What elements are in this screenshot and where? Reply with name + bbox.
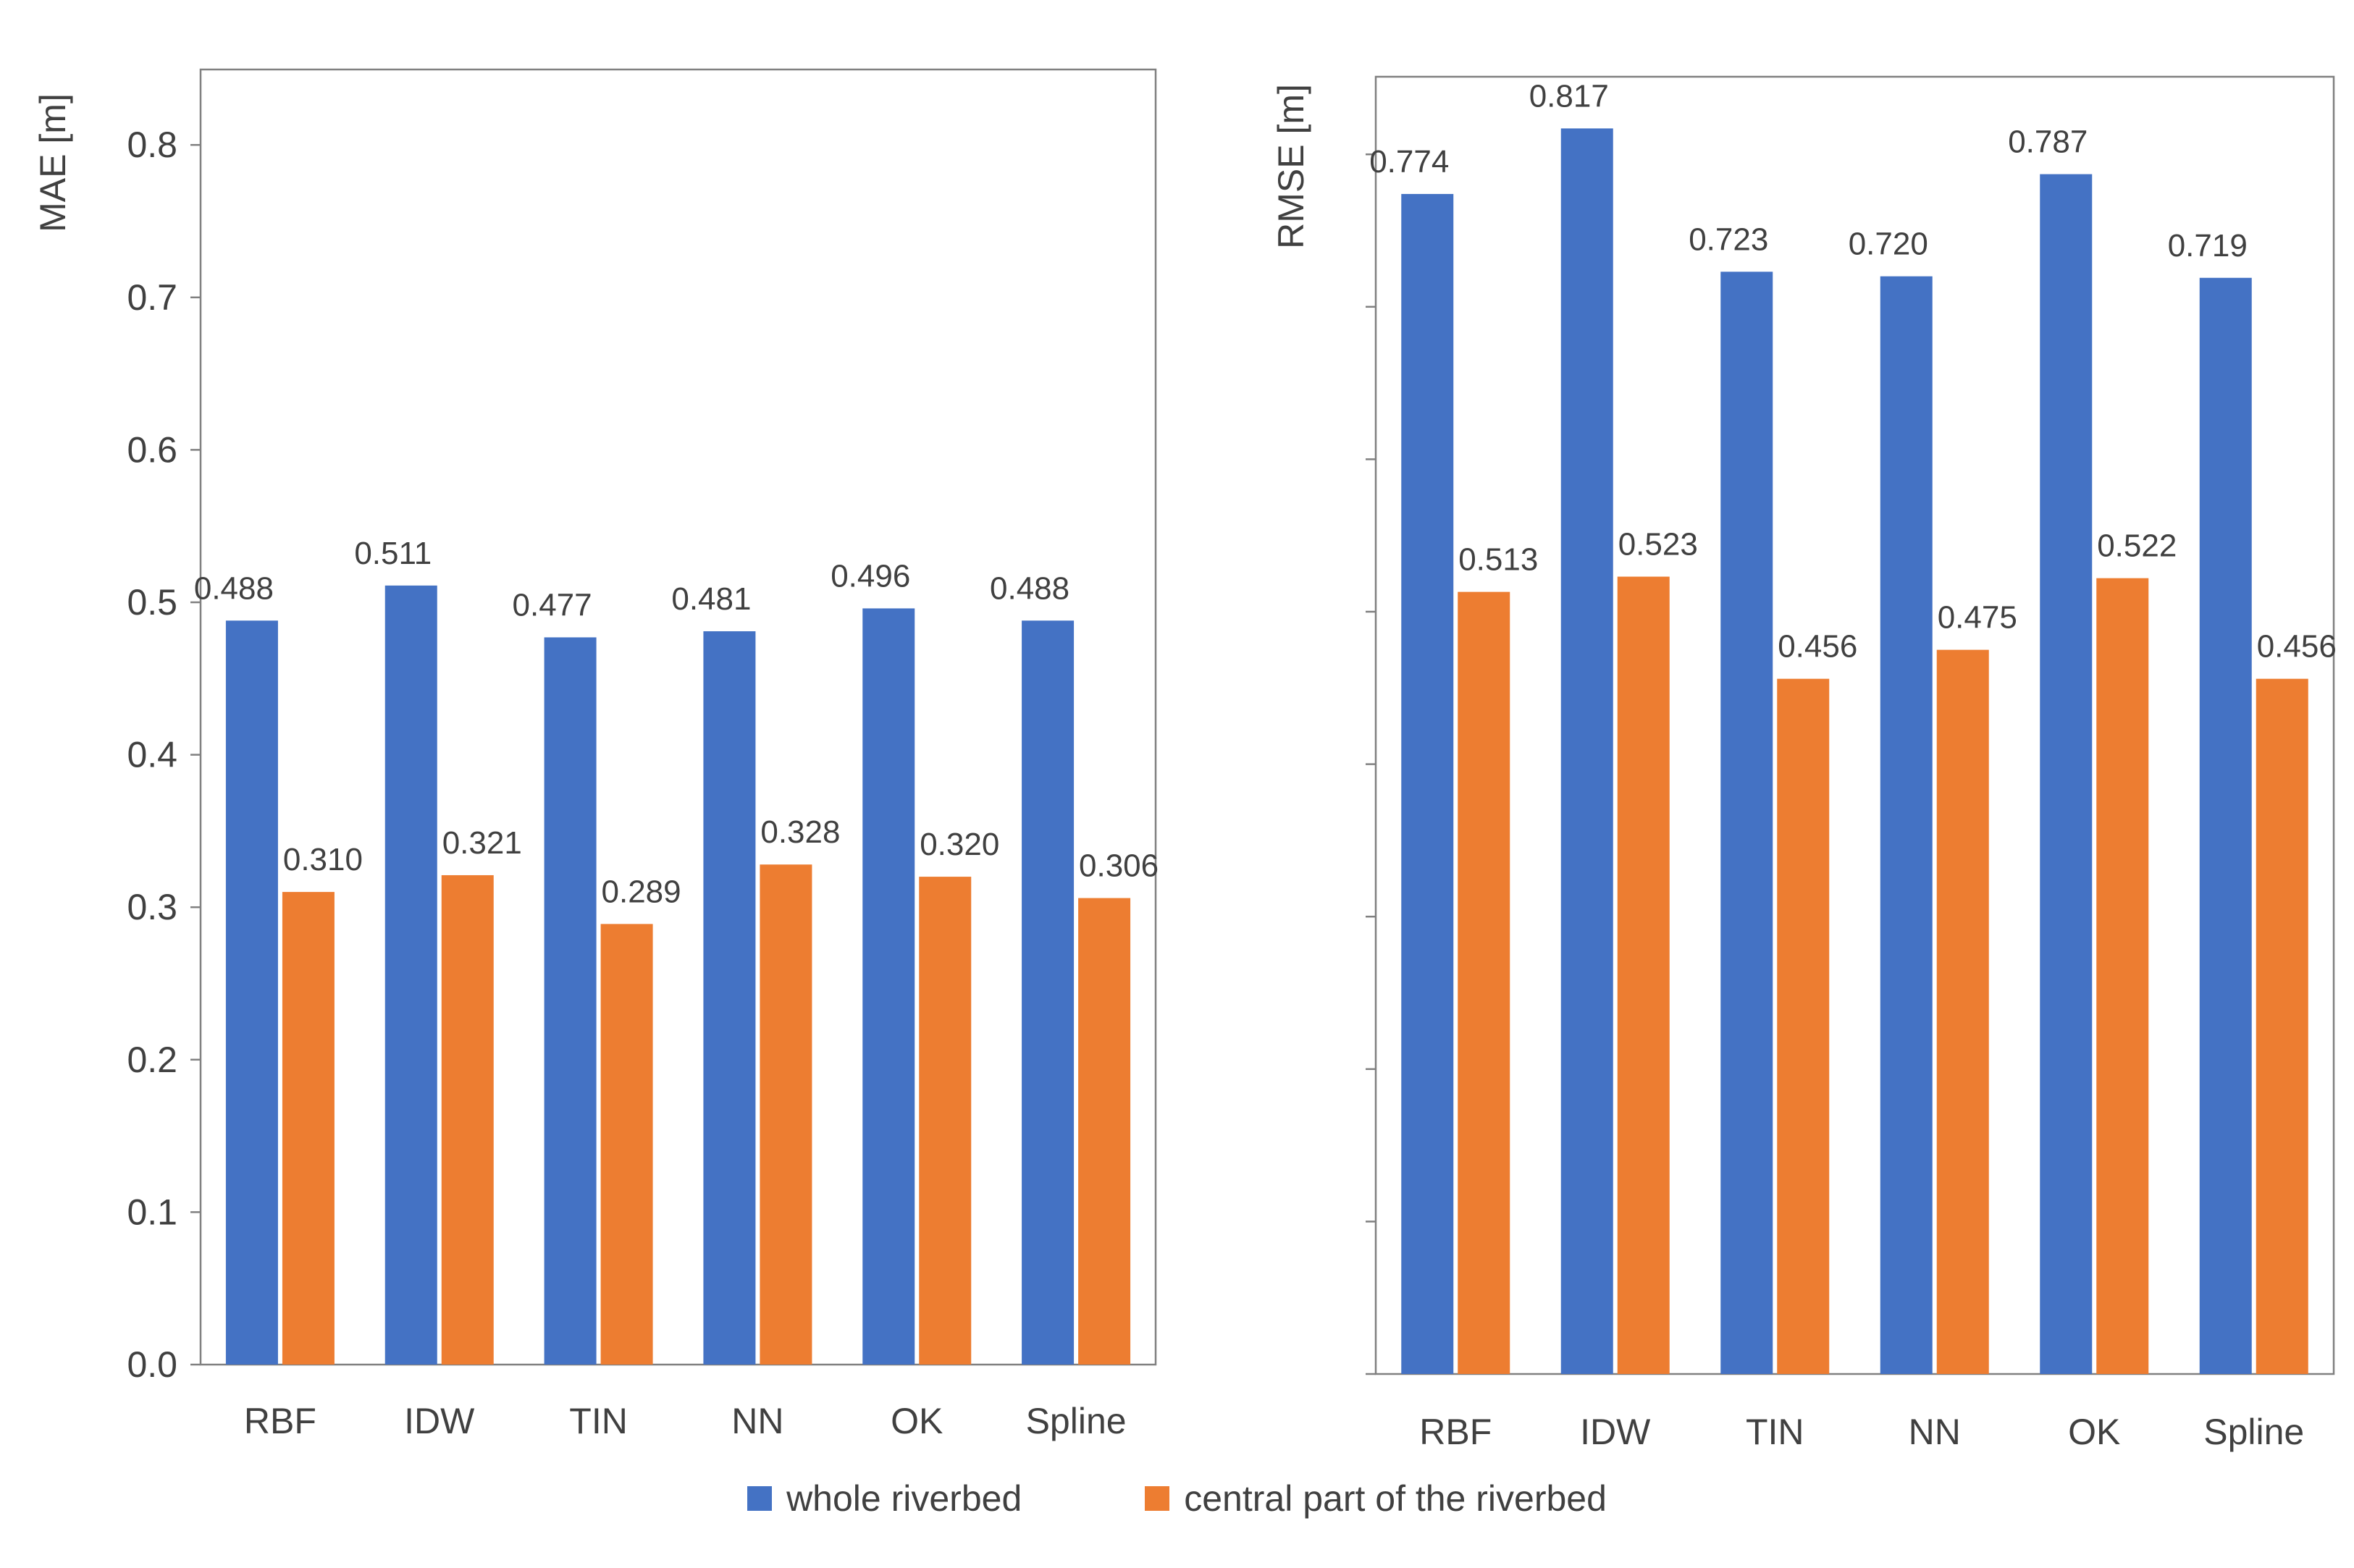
bar-whole-riverbed xyxy=(862,608,915,1365)
x-category-label: OK xyxy=(2068,1412,2120,1452)
bar-central-riverbed xyxy=(282,892,335,1365)
data-label: 0.477 xyxy=(513,587,592,623)
bar-whole-riverbed xyxy=(1401,193,1454,1374)
bar-whole-riverbed xyxy=(544,637,597,1365)
y-tick-label: 0.4 xyxy=(127,735,177,775)
data-label: 0.289 xyxy=(602,874,681,909)
y-tick-label: 0.5 xyxy=(127,582,177,623)
data-label: 0.488 xyxy=(194,570,274,606)
bar-whole-riverbed xyxy=(384,585,437,1365)
data-label: 0.523 xyxy=(1618,527,1698,562)
x-category-label: IDW xyxy=(1580,1412,1651,1452)
bar-central-riverbed xyxy=(1078,898,1131,1365)
bar-central-riverbed xyxy=(1777,678,1830,1374)
legend-swatch-blue xyxy=(747,1486,773,1511)
data-label: 0.475 xyxy=(1938,600,2017,636)
data-label: 0.488 xyxy=(990,570,1069,606)
data-label: 0.310 xyxy=(283,842,363,877)
plot-area-border xyxy=(1374,75,2335,1375)
bar-central-riverbed xyxy=(1936,649,1989,1374)
data-label: 0.456 xyxy=(1778,629,1857,665)
y-tick-label: 0.7 xyxy=(127,277,177,318)
bar-whole-riverbed xyxy=(2199,277,2252,1374)
data-label: 0.719 xyxy=(2168,228,2248,264)
data-label: 0.817 xyxy=(1529,78,1609,114)
y-tick-label: 0.8 xyxy=(127,125,177,165)
plot-area-border xyxy=(199,68,1157,1366)
x-category-label: RBF xyxy=(244,1401,316,1441)
bar-central-riverbed xyxy=(1617,576,1670,1374)
data-label: 0.720 xyxy=(1849,227,1928,262)
bar-central-riverbed xyxy=(1458,591,1510,1374)
bar-whole-riverbed xyxy=(1560,128,1613,1375)
data-label: 0.321 xyxy=(442,825,522,861)
y-tick-label: 0.1 xyxy=(127,1192,177,1232)
bar-whole-riverbed xyxy=(225,620,278,1365)
x-category-label: RBF xyxy=(1419,1412,1492,1452)
data-label: 0.774 xyxy=(1369,144,1449,180)
bar-central-riverbed xyxy=(760,864,812,1365)
bar-whole-riverbed xyxy=(2040,174,2093,1374)
bar-whole-riverbed xyxy=(703,631,756,1365)
data-label: 0.787 xyxy=(2008,125,2088,160)
bar-whole-riverbed xyxy=(1880,276,1933,1375)
bar-central-riverbed xyxy=(2096,578,2149,1375)
y-tick-label: 0.0 xyxy=(127,1344,177,1385)
y-axis-title: MAE [m] xyxy=(33,93,73,232)
bar-whole-riverbed xyxy=(1720,271,1773,1374)
legend-label-central-riverbed: central part of the riverbed xyxy=(1184,1478,1607,1519)
data-label: 0.328 xyxy=(760,814,840,850)
mae-chart: 0.0 0.1 0.2 0.3 0.4 0.5 0.6 0.7 0.8 MAE [m] 0.488 0… xyxy=(33,68,1159,1441)
x-category-label: NN xyxy=(731,1401,783,1441)
data-label: 0.320 xyxy=(920,827,999,862)
bar-central-riverbed xyxy=(919,877,972,1365)
x-category-label: Spline xyxy=(2203,1412,2304,1452)
x-category-label: Spline xyxy=(1026,1401,1127,1441)
x-category-label: NN xyxy=(1909,1412,1961,1452)
x-category-label: TIN xyxy=(1746,1412,1804,1452)
x-category-label: OK xyxy=(891,1401,943,1441)
y-tick-label: 0.3 xyxy=(127,887,177,927)
bar-central-riverbed xyxy=(441,874,494,1365)
legend-swatch-orange xyxy=(1145,1486,1170,1511)
y-tick-label: 0.2 xyxy=(127,1040,177,1080)
data-label: 0.511 xyxy=(354,536,432,571)
bar-central-riverbed xyxy=(2256,678,2308,1374)
legend: whole riverbed central part of the river… xyxy=(0,1470,2354,1527)
bar-whole-riverbed xyxy=(1022,620,1075,1365)
legend-item-whole-riverbed: whole riverbed xyxy=(747,1478,1022,1519)
rmse-chart: RMSE [m] 0.774 0.513 RBF 0.817 0.523 IDW 0.723 0… xyxy=(1271,75,2337,1452)
data-label: 0.456 xyxy=(2257,629,2337,665)
y-axis-title: RMSE [m] xyxy=(1271,84,1311,249)
x-category-label: TIN xyxy=(569,1401,628,1441)
y-tick-label: 0.6 xyxy=(127,429,177,470)
bar-central-riverbed xyxy=(600,924,653,1365)
data-label: 0.496 xyxy=(831,558,910,594)
data-label: 0.513 xyxy=(1458,542,1538,578)
legend-item-central-riverbed: central part of the riverbed xyxy=(1145,1478,1607,1519)
data-label: 0.723 xyxy=(1689,222,1768,257)
data-label: 0.306 xyxy=(1079,848,1159,884)
legend-label-whole-riverbed: whole riverbed xyxy=(786,1478,1022,1519)
data-label: 0.481 xyxy=(671,581,751,617)
x-category-label: IDW xyxy=(404,1401,475,1441)
data-label: 0.522 xyxy=(2097,528,2177,564)
